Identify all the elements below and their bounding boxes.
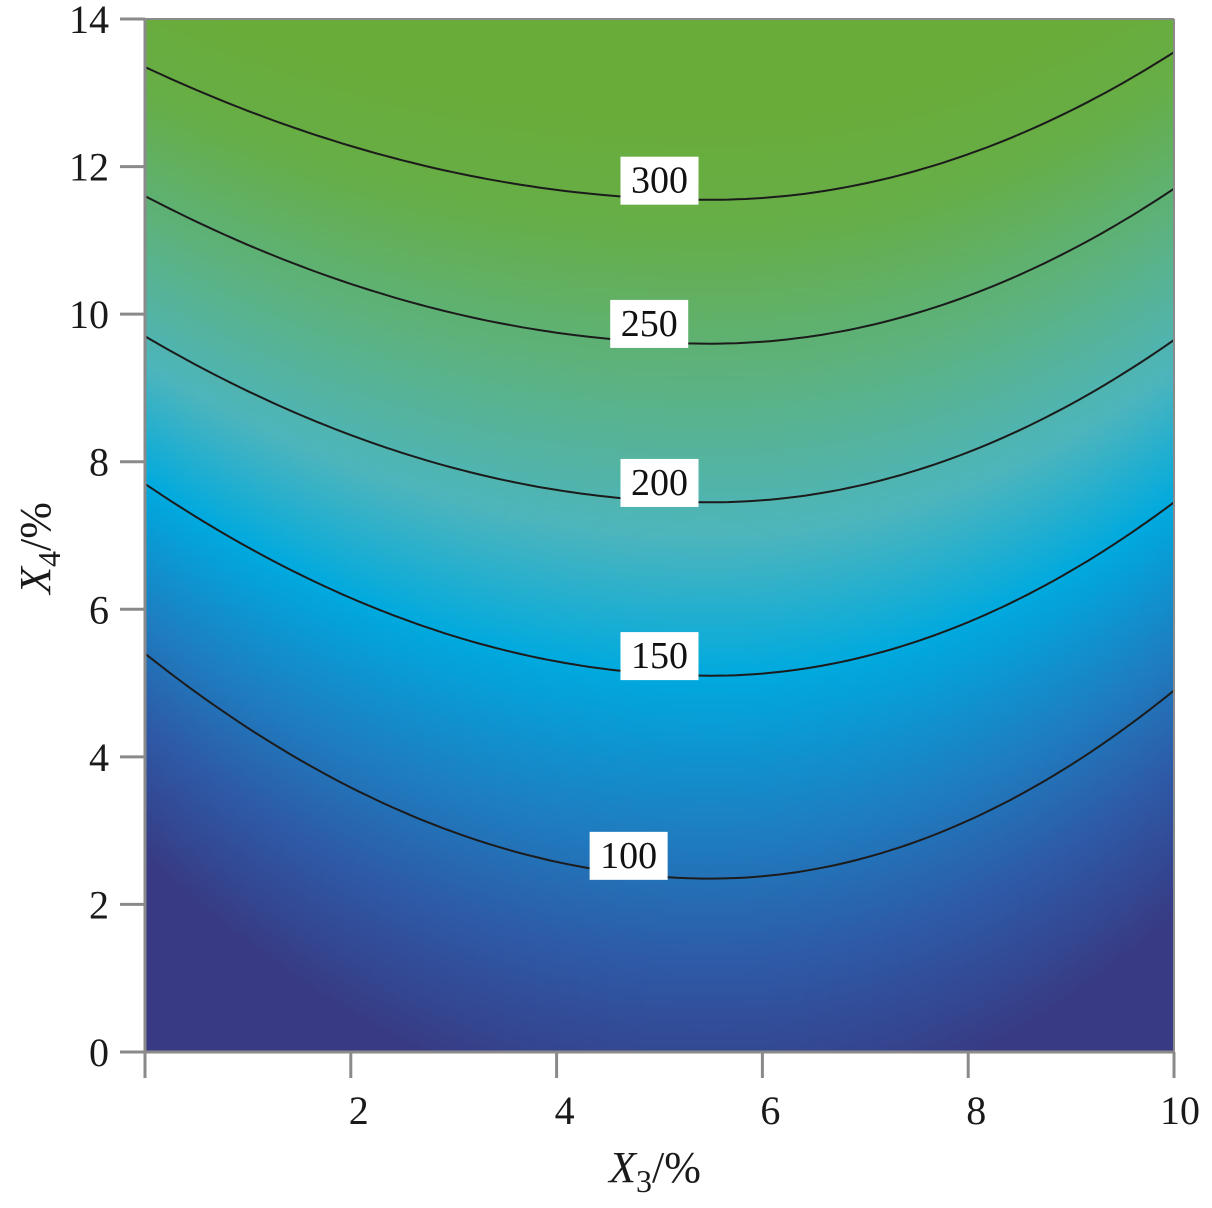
- contour-label-box-150: [620, 632, 699, 681]
- y-tick-label-0: 0: [89, 1030, 109, 1075]
- y-tick-label-6: 6: [89, 587, 109, 632]
- y-tick-label-14: 14: [69, 0, 109, 42]
- contour-label-box-300: [620, 156, 699, 205]
- y-tick-label-4: 4: [89, 735, 109, 780]
- y-ticks: 0 2 4 6 8 10 12 14: [69, 0, 145, 1075]
- contour-label-300: 300: [631, 160, 688, 202]
- contour-label-box-200: [620, 458, 699, 507]
- x-ticks: 2 4 6 8 10: [143, 1052, 1200, 1133]
- contour-label-box-250: [610, 299, 689, 348]
- x-tick-label-2: 2: [349, 1088, 369, 1133]
- y-tick-label-2: 2: [89, 882, 109, 927]
- contour-label-250: 250: [621, 303, 678, 345]
- contour-label-100: 100: [600, 835, 657, 877]
- x-axis-title: X3/%: [607, 1143, 701, 1199]
- y-tick-label-10: 10: [69, 292, 109, 337]
- x-tick-label-10: 10: [1160, 1088, 1200, 1133]
- x-tick-label-8: 8: [966, 1088, 986, 1133]
- contour-label-200: 200: [631, 462, 688, 504]
- y-axis-title: X4/%: [11, 502, 67, 596]
- x-tick-label-6: 6: [760, 1088, 780, 1133]
- y-tick-label-8: 8: [89, 440, 109, 485]
- contour-label-box-100: [589, 831, 668, 880]
- axes: 2 4 6 8 10 0 2 4 6 8 10 12 14: [69, 0, 1200, 1133]
- y-tick-label-12: 12: [69, 145, 109, 190]
- contour-labels: 100 150 200 250 300: [589, 156, 699, 880]
- x-tick-label-4: 4: [555, 1088, 575, 1133]
- plot-area: 100 150 200 250 300: [145, 19, 1174, 1052]
- contour-label-150: 150: [631, 635, 688, 677]
